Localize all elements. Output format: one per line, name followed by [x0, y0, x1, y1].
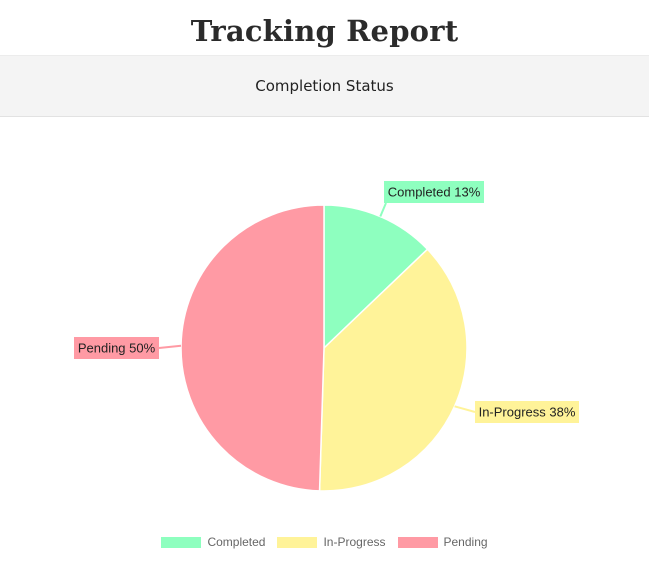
data-label-box-in-progress	[475, 401, 579, 423]
card-header-title: Completion Status	[255, 77, 394, 95]
leader-line-completed	[379, 202, 387, 217]
data-label-pending: Pending 50%	[78, 341, 156, 356]
report-title: Tracking Report	[190, 14, 459, 48]
legend-label-completed: Completed	[207, 535, 266, 549]
pie-slice-pending[interactable]	[180, 204, 325, 492]
pie-chart: Completed 13% In-Progress 38% Pending 50%	[74, 181, 579, 492]
data-label-box-completed	[384, 181, 484, 203]
legend-label-in-progress: In-Progress	[323, 535, 386, 549]
label-leaders	[158, 202, 476, 413]
legend-label-pending: Pending	[443, 535, 488, 549]
leader-line-in-progress	[454, 405, 476, 413]
legend-item-pending[interactable]: Pending	[397, 535, 488, 549]
chart-legend: Completed In-Progress Pending	[0, 535, 649, 549]
card-header: Completion Status	[0, 55, 649, 117]
legend-item-completed[interactable]: Completed	[161, 535, 265, 549]
pie-slices	[180, 204, 468, 492]
data-label-in-progress: In-Progress 38%	[479, 405, 576, 420]
data-label-box-pending	[74, 337, 159, 359]
legend-swatch-pending	[397, 536, 438, 548]
leader-line-pending	[158, 344, 182, 349]
data-label-completed: Completed 13%	[388, 185, 481, 200]
legend-swatch-completed	[161, 536, 202, 548]
legend-item-in-progress[interactable]: In-Progress	[277, 535, 386, 549]
data-labels: Completed 13% In-Progress 38% Pending 50%	[74, 181, 579, 423]
pie-slice-completed[interactable]	[323, 204, 429, 350]
legend-swatch-in-progress	[277, 536, 318, 548]
pie-slice-in-progress[interactable]	[318, 248, 468, 492]
